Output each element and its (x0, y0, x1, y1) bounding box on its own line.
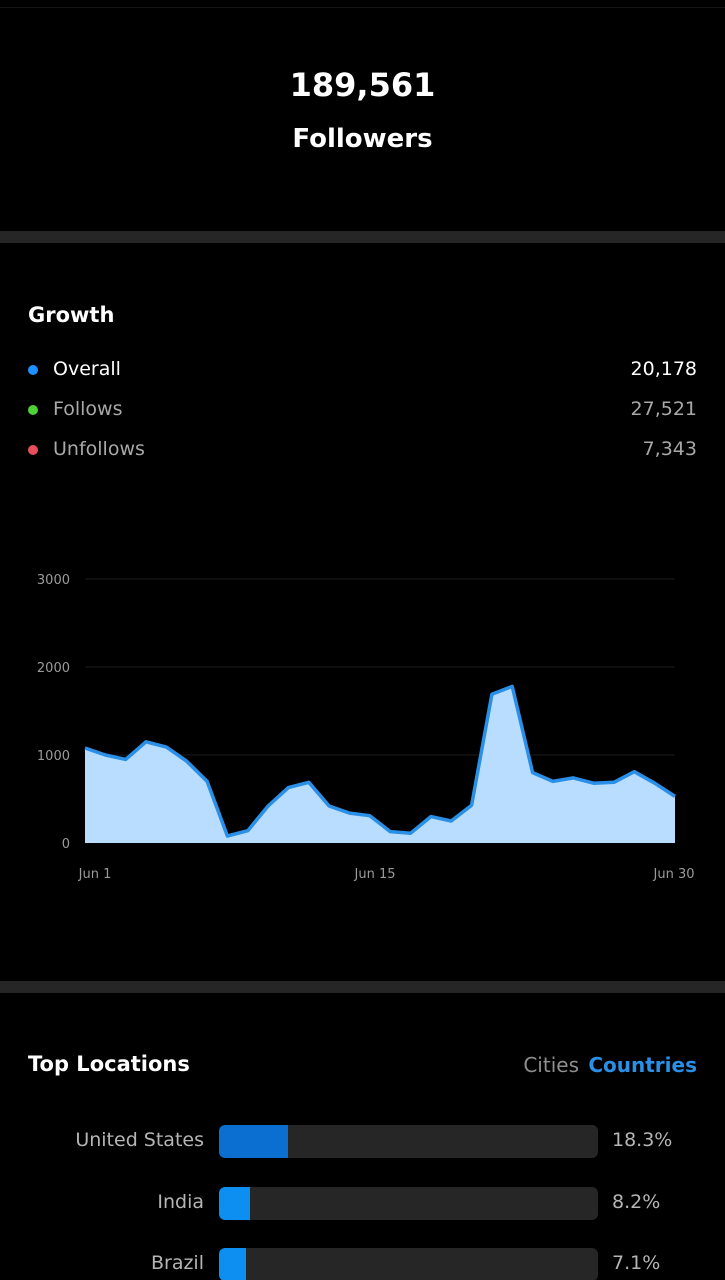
legend-follows: Follows 27,521 (28, 395, 697, 425)
followers-count: 189,561 (289, 66, 436, 104)
tab-countries[interactable]: Countries (588, 1053, 697, 1077)
legend-follows-value: 27,521 (630, 398, 697, 420)
location-bar-track (219, 1125, 598, 1158)
followers-label: Followers (292, 124, 433, 154)
x-tick-label: Jun 1 (78, 867, 112, 882)
chart-line (84, 684, 676, 838)
location-bar-fill (219, 1125, 289, 1158)
legend-overall-label: Overall (53, 358, 121, 380)
location-percent: 8.2% (612, 1191, 661, 1213)
x-tick-label: Jun 15 (354, 867, 396, 882)
location-bar-fill (219, 1248, 246, 1280)
overall-dot-icon (28, 365, 38, 375)
location-name: India (157, 1191, 204, 1213)
section-divider (0, 231, 725, 243)
x-tick-label: Jun 30 (653, 867, 695, 882)
legend-follows-label: Follows (53, 398, 123, 420)
location-name: Brazil (150, 1252, 204, 1274)
y-tick-label: 1000 (37, 749, 70, 764)
location-percent: 18.3% (612, 1129, 673, 1151)
location-name: United States (75, 1129, 204, 1151)
follows-dot-icon (28, 405, 38, 415)
location-row: India 8.2% (0, 1186, 725, 1222)
top-locations-header: Top Locations Cities Countries (28, 1052, 697, 1084)
legend-overall: Overall 20,178 (28, 355, 697, 385)
y-tick-label: 3000 (37, 573, 70, 588)
location-percent: 7.1% (612, 1252, 661, 1274)
location-bar-track (219, 1187, 598, 1220)
legend-overall-value: 20,178 (630, 358, 697, 380)
followers-header: 189,561 Followers (0, 0, 725, 230)
growth-title: Growth (28, 303, 115, 327)
tab-cities[interactable]: Cities (523, 1053, 579, 1077)
legend-unfollows-value: 7,343 (642, 438, 697, 460)
y-tick-label: 2000 (37, 661, 70, 676)
location-row: Brazil 7.1% (0, 1247, 725, 1280)
location-bar-fill (219, 1187, 251, 1220)
section-divider (0, 981, 725, 993)
growth-chart-svg: 3000 2000 1000 0 Jun 1 Jun 15 Jun 30 (37, 573, 695, 882)
chart-area (85, 686, 675, 843)
y-tick-label: 0 (62, 837, 70, 852)
legend-unfollows: Unfollows 7,343 (28, 435, 697, 465)
top-locations-title: Top Locations (28, 1052, 190, 1076)
location-row: United States 18.3% (0, 1124, 725, 1160)
growth-chart[interactable]: 3000 2000 1000 0 Jun 1 Jun 15 Jun 30 (0, 560, 725, 900)
location-bar-track (219, 1248, 598, 1280)
top-border (0, 7, 725, 8)
legend-unfollows-label: Unfollows (53, 438, 145, 460)
unfollows-dot-icon (28, 445, 38, 455)
